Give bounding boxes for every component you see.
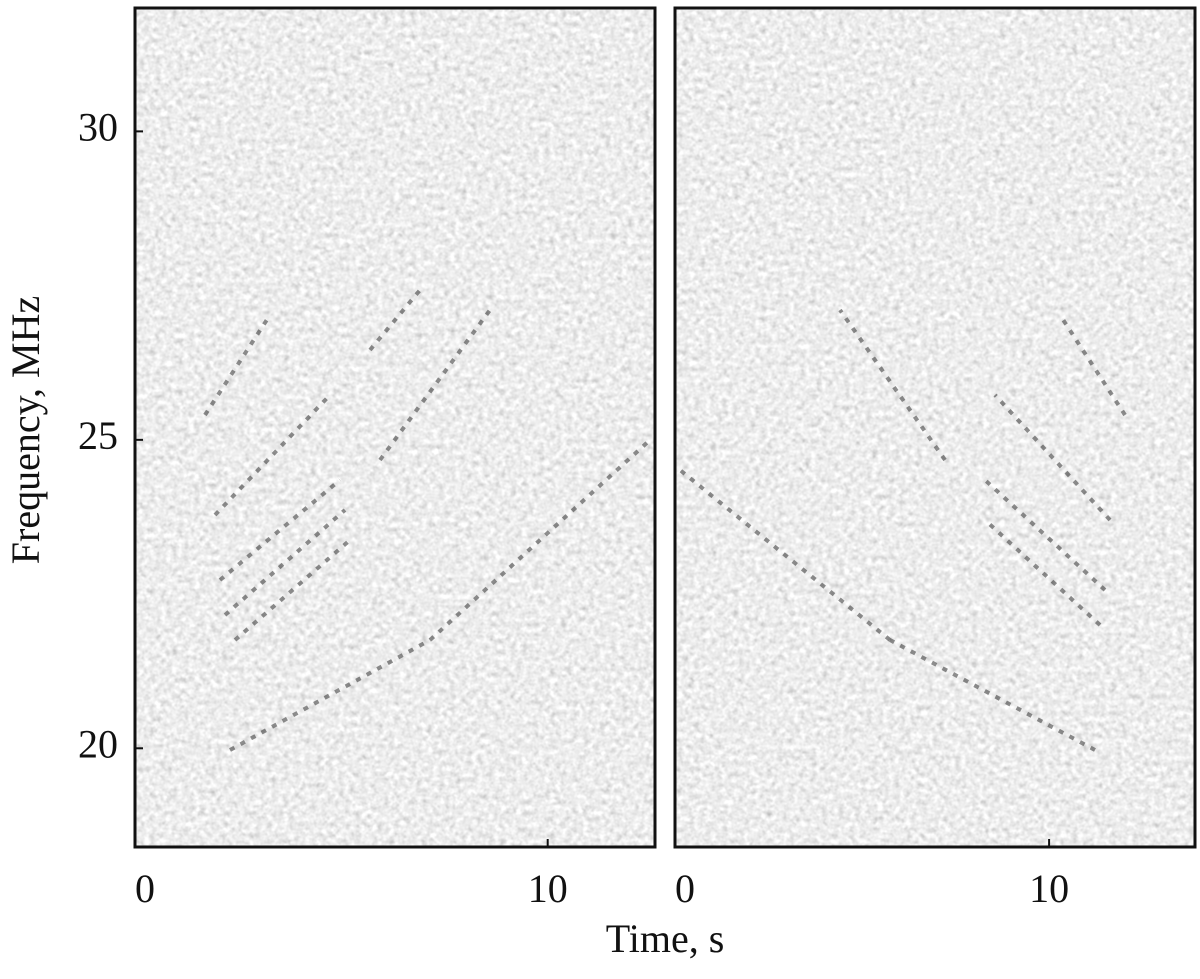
y-tick-label: 25 (78, 413, 118, 458)
streaks (203, 288, 652, 752)
x-tick-label: 10 (528, 866, 568, 911)
y-tick-label: 20 (78, 721, 118, 766)
streaks (678, 308, 1127, 752)
x-tick-label: 0 (135, 866, 155, 911)
x-tick-label: 0 (675, 866, 695, 911)
panel-left-texture (133, 6, 657, 849)
x-tick-label: 10 (1029, 866, 1069, 911)
y-tick-label: 30 (78, 105, 118, 150)
x-axis-label: Time, s (606, 916, 725, 961)
panel-right-texture (673, 6, 1197, 849)
y-axis-label: Frequency, MHz (3, 296, 48, 564)
